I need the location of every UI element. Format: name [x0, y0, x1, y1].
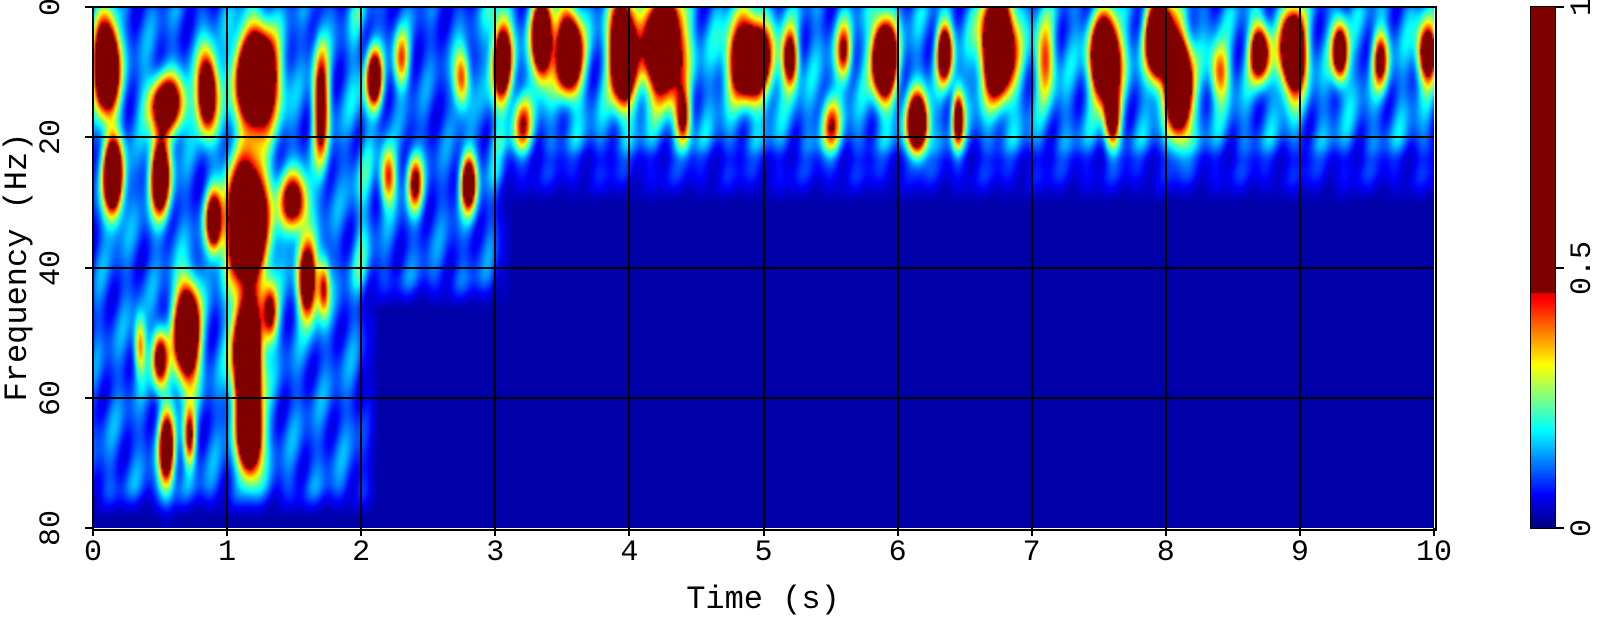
colorbar-tick-mark: [1556, 266, 1564, 269]
x-tick-label: 1: [218, 536, 237, 570]
colorbar-tick-mark: [1556, 6, 1564, 8]
y-tick-label: 60: [35, 379, 69, 416]
x-tick-mark: [360, 528, 363, 536]
x-tick-label: 9: [1290, 536, 1309, 570]
grid-line-y: [93, 396, 1434, 399]
spectrogram-plot-area: [93, 7, 1434, 528]
y-tick-mark: [85, 396, 93, 399]
colorbar-tick-label: 0: [1566, 518, 1600, 538]
x-tick-label: 5: [754, 536, 773, 570]
x-tick-label: 6: [888, 536, 907, 570]
y-tick-label: 0: [35, 0, 69, 17]
x-tick-mark: [226, 528, 229, 536]
y-tick-mark: [85, 527, 93, 529]
y-tick-mark: [85, 6, 93, 8]
x-tick-mark: [1433, 528, 1435, 536]
y-tick-label: 40: [35, 249, 69, 286]
x-tick-mark: [1030, 528, 1033, 536]
x-tick-label: 7: [1022, 536, 1041, 570]
y-tick-label: 20: [35, 119, 69, 156]
y-axis-title: Frequency (Hz): [0, 132, 36, 402]
x-tick-label: 10: [1415, 536, 1453, 570]
x-tick-mark: [1164, 528, 1167, 536]
x-tick-mark: [1298, 528, 1301, 536]
colorbar: [1531, 7, 1555, 528]
y-tick-mark: [85, 266, 93, 269]
x-tick-mark: [494, 528, 497, 536]
y-tick-label: 80: [35, 509, 69, 547]
colorbar-tick-label: 1: [1566, 0, 1600, 17]
grid-line-y: [93, 266, 1434, 269]
y-tick-mark: [85, 136, 93, 139]
x-tick-label: 0: [83, 536, 103, 570]
colorbar-tick-mark: [1556, 527, 1564, 529]
x-tick-label: 8: [1156, 536, 1175, 570]
x-tick-mark: [762, 528, 765, 536]
x-tick-mark: [628, 528, 631, 536]
x-tick-label: 3: [486, 536, 505, 570]
grid-line-y: [93, 136, 1434, 139]
x-tick-label: 2: [352, 536, 371, 570]
x-tick-mark: [896, 528, 899, 536]
x-axis-title: Time (s): [686, 581, 840, 618]
x-tick-mark: [92, 528, 94, 536]
colorbar-tick-label: 0.5: [1566, 240, 1600, 295]
x-tick-label: 4: [620, 536, 639, 570]
